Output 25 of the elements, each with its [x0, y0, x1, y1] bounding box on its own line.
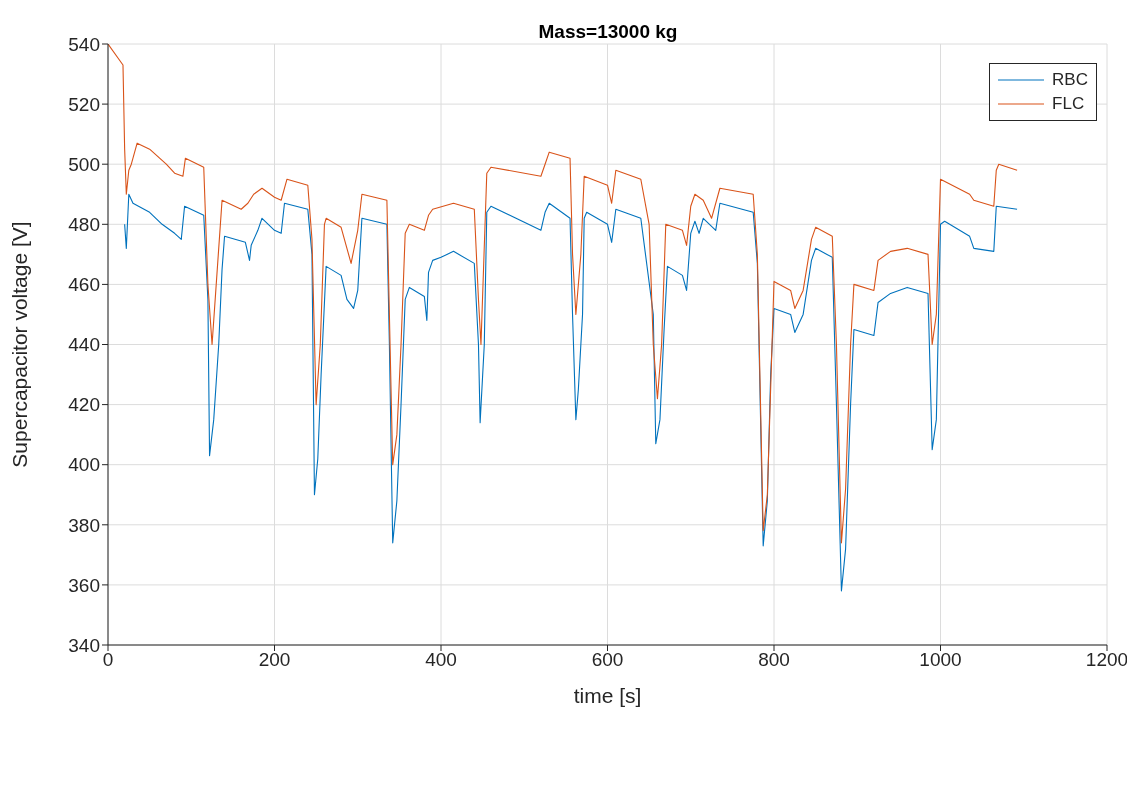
y-tick-label: 520 [68, 93, 100, 115]
y-tick-label: 420 [68, 394, 100, 416]
y-tick-label: 380 [68, 514, 100, 536]
x-tick-label: 1000 [919, 649, 962, 671]
y-axis-title: Supercapacitor voltage [V] [8, 221, 32, 468]
x-tick-label: 200 [258, 649, 291, 671]
y-tick-label: 460 [68, 274, 100, 296]
x-axis-title: time [s] [573, 684, 642, 707]
legend-label: FLC [1052, 94, 1085, 114]
x-tick-label: 400 [425, 649, 457, 671]
y-tick-label: 340 [68, 634, 100, 656]
y-tick-label: 540 [68, 33, 100, 55]
y-tick-label: 500 [68, 153, 100, 175]
y-tick-label: 480 [68, 214, 100, 236]
y-tick-label: 440 [68, 334, 100, 356]
chart-title: Mass=13000 kg [538, 21, 678, 42]
x-tick-label: 600 [591, 649, 624, 671]
legend-label: RBC [1052, 70, 1088, 90]
y-tick-label: 360 [68, 574, 100, 596]
x-tick-label: 800 [758, 649, 790, 671]
x-tick-label: 0 [102, 649, 114, 671]
line-series [108, 44, 1018, 544]
line-series [124, 193, 1018, 592]
y-tick-label: 400 [68, 454, 100, 476]
x-tick-label: 1200 [1085, 649, 1129, 671]
